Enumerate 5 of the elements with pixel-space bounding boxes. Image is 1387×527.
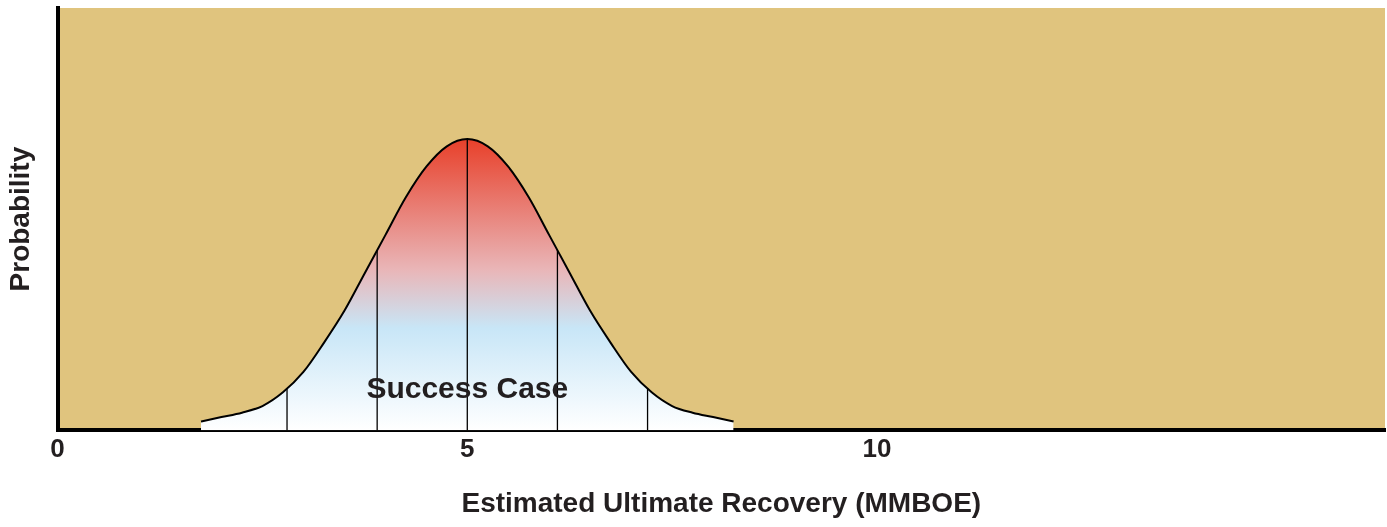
x-axis-title: Estimated Ultimate Recovery (MMBOE) <box>461 486 982 518</box>
y-axis-title: Probability <box>3 146 35 292</box>
x-tick-label: 0 <box>50 432 65 463</box>
x-tick-label: 5 <box>460 432 475 463</box>
x-tick-label: 10 <box>862 432 892 463</box>
